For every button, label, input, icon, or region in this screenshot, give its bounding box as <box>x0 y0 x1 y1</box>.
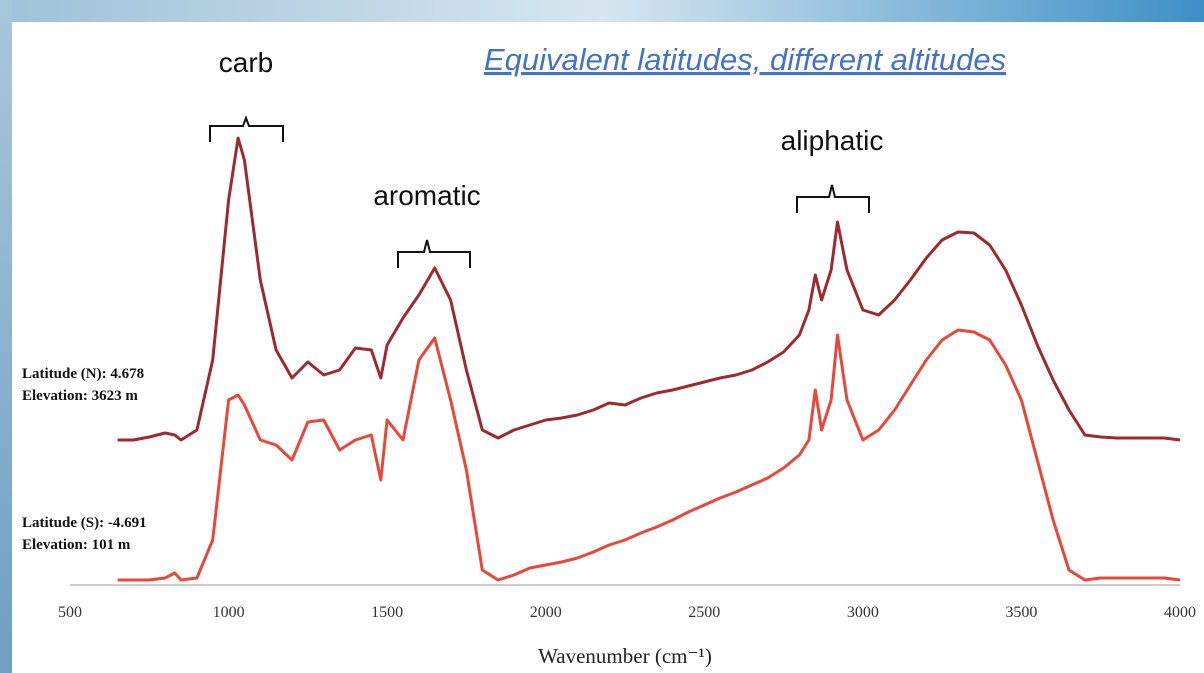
series-label: Latitude (S): -4.691 <box>22 515 147 531</box>
annotation: carb <box>219 47 273 78</box>
series-line <box>117 328 1181 582</box>
x-tick-label: 3000 <box>847 604 879 621</box>
x-tick-label: 3500 <box>1005 604 1037 621</box>
left-strip <box>0 0 12 673</box>
annotation: aliphatic <box>781 125 884 156</box>
series-label: Elevation: 101 m <box>22 537 131 553</box>
chart-title: Equivalent latitudes, different altitude… <box>484 42 1006 77</box>
bracket <box>397 239 471 268</box>
x-tick-label: 4000 <box>1164 604 1196 621</box>
annotation: aromatic <box>373 180 480 211</box>
x-axis-title: Wavenumber (cm⁻¹) <box>538 644 712 668</box>
series-line <box>117 136 1181 442</box>
x-tick-label: 1000 <box>213 604 245 621</box>
brackets <box>209 115 870 268</box>
x-tick-label: 2500 <box>688 604 720 621</box>
bracket <box>209 115 284 142</box>
header-strip <box>0 0 1204 22</box>
x-tick-label: 1500 <box>371 604 403 621</box>
series-label: Elevation: 3623 m <box>22 388 138 404</box>
x-tick-label: 2000 <box>530 604 562 621</box>
series-label: Latitude (N): 4.678 <box>22 366 144 382</box>
bracket <box>796 184 870 213</box>
x-tick-label: 500 <box>58 604 82 621</box>
